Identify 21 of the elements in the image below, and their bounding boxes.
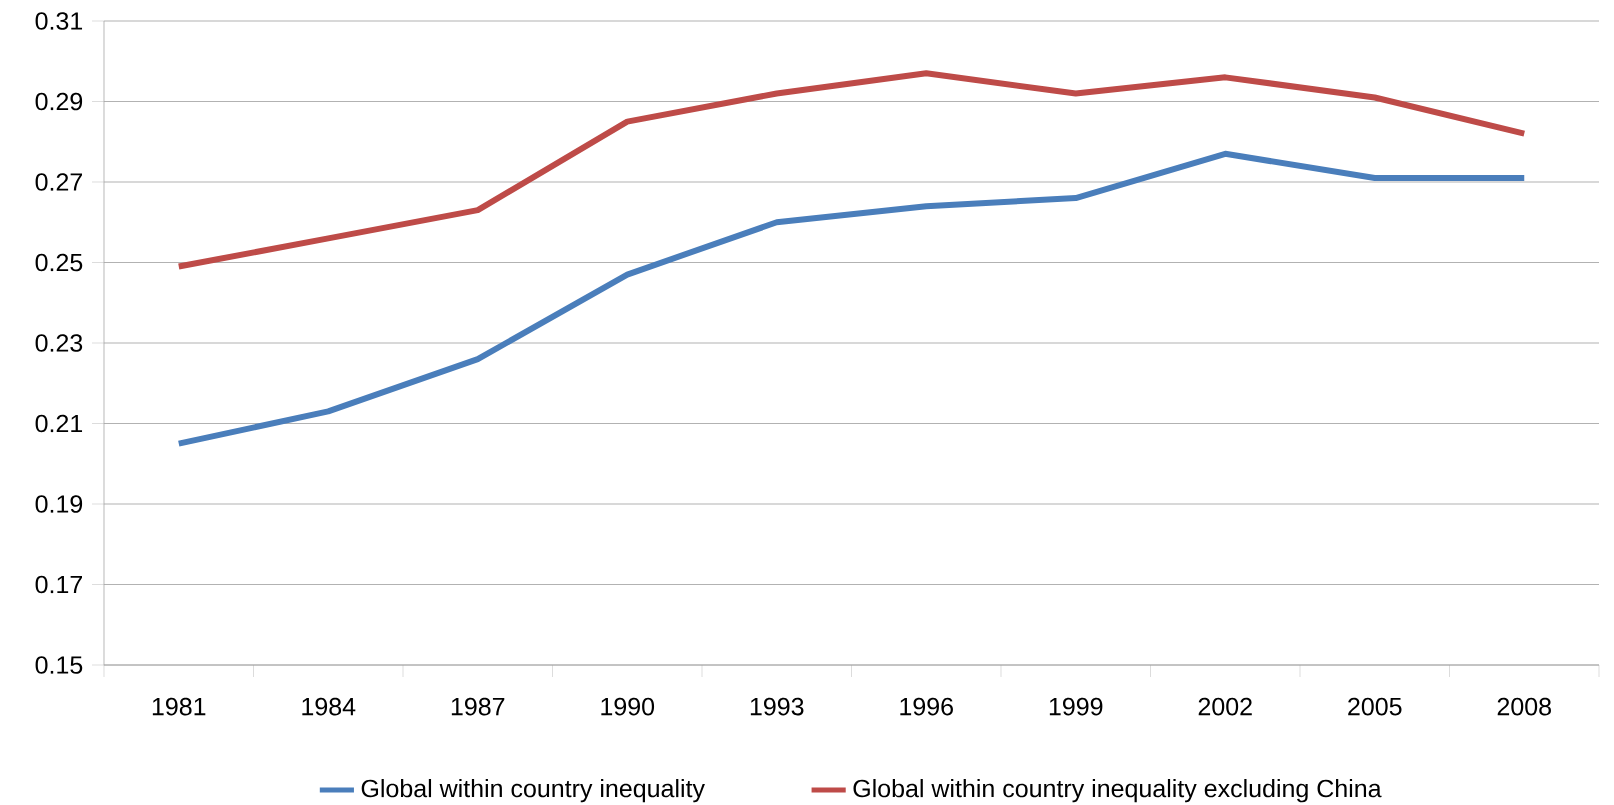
x-tick-label: 2002: [1198, 697, 1252, 716]
y-tick-label: 0.25: [35, 253, 83, 272]
x-tick-label: 1981: [152, 697, 206, 716]
y-tick-label: 0.27: [35, 173, 82, 191]
x-tick-label: 1987: [451, 697, 505, 716]
x-tick-label: 2008: [1497, 697, 1551, 716]
y-tick-label: 0.29: [35, 92, 83, 111]
y-tick-label: 0.23: [35, 334, 83, 352]
y-tick-label: 0.19: [35, 495, 83, 513]
legend-label: Global within country inequality excluding China: [853, 778, 1382, 803]
x-tick-label: 1999: [1049, 697, 1103, 716]
x-tick-label: 1984: [302, 697, 356, 716]
y-tick-label: 0.21: [35, 414, 83, 433]
x-tick-label: 2005: [1348, 697, 1402, 716]
y-tick-label: 0.17: [35, 575, 82, 594]
x-tick-label: 1990: [601, 697, 655, 716]
y-tick-label: 0.31: [35, 12, 83, 30]
x-tick-label: 1993: [750, 697, 804, 716]
x-tick-label: 1996: [900, 697, 953, 716]
legend-label: Global within country inequality: [361, 778, 705, 803]
y-tick-label: 0.15: [35, 656, 83, 674]
